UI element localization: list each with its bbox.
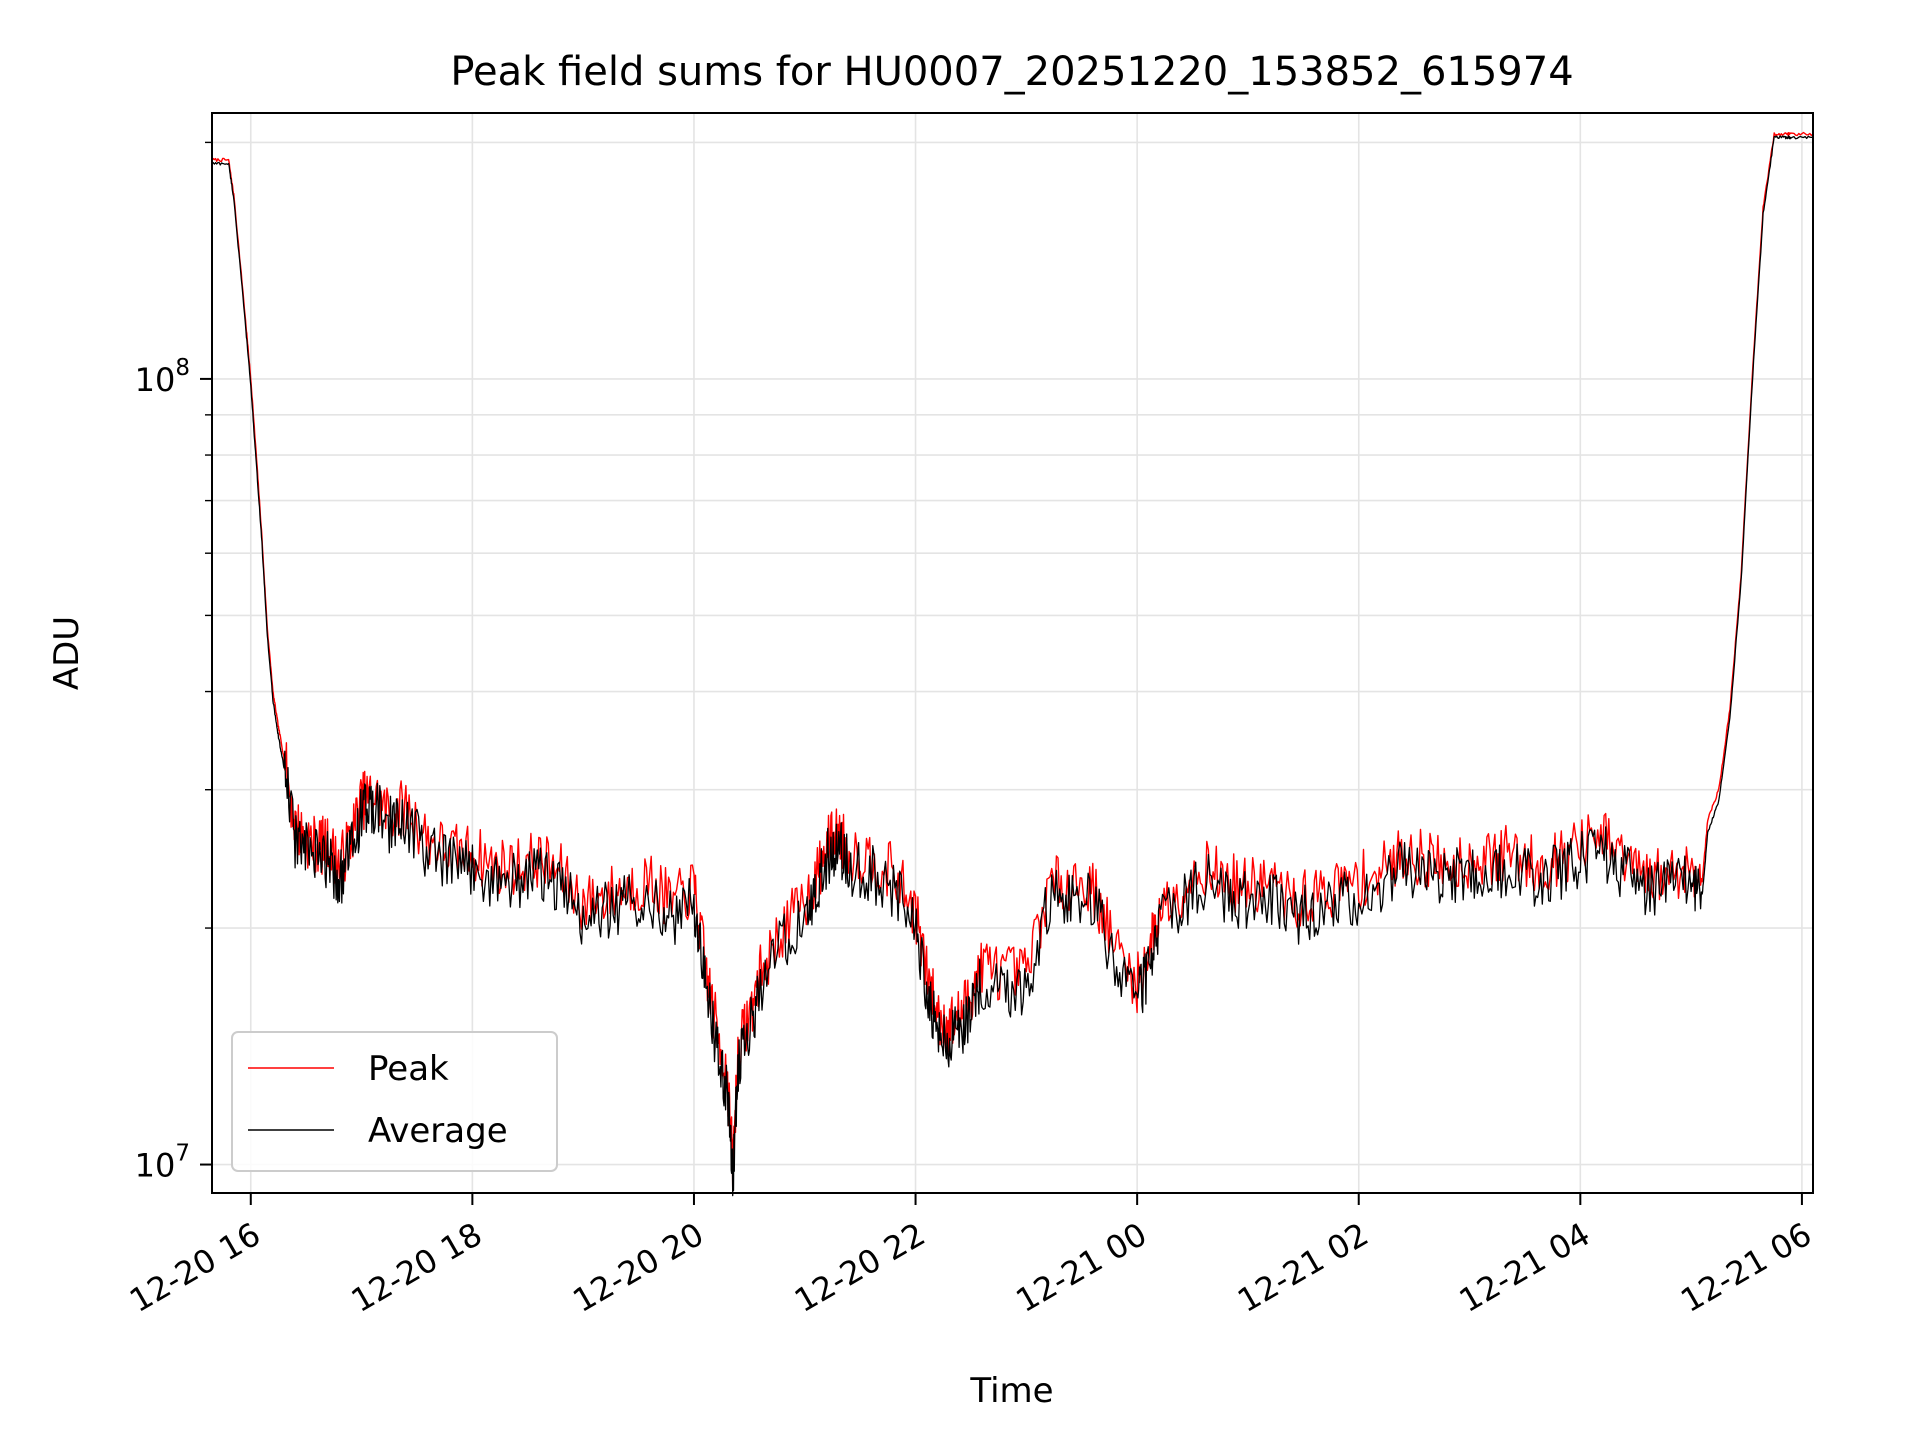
legend-label-average: Average bbox=[368, 1111, 508, 1151]
y-tick-label: 108 bbox=[135, 355, 190, 399]
legend-label-peak: Peak bbox=[368, 1049, 449, 1089]
plot-frame bbox=[211, 112, 1814, 1194]
legend: Peak Average bbox=[231, 1031, 558, 1172]
y-axis-label: ADU bbox=[47, 616, 87, 690]
legend-box bbox=[231, 1031, 558, 1172]
series-line-average bbox=[211, 135, 1814, 1197]
grid bbox=[212, 113, 1813, 1193]
series-lines bbox=[211, 131, 1814, 1197]
chart-title: Peak field sums for HU0007_20251220_1538… bbox=[450, 49, 1573, 95]
x-axis-label: Time bbox=[969, 1371, 1053, 1411]
y-tick-label: 107 bbox=[135, 1141, 190, 1185]
